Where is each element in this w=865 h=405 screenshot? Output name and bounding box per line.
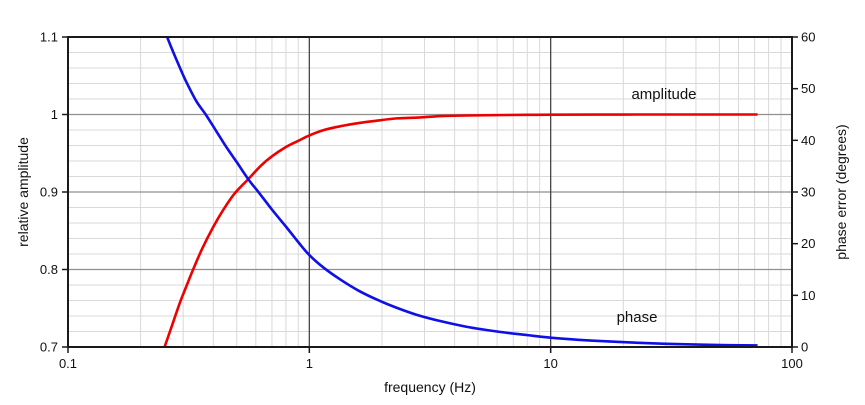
right-axis-title: phase error (degrees) [833,124,849,259]
x-tick-label: 0.1 [59,356,77,371]
axis-ticks [62,36,798,353]
phase-series-label: phase [617,309,658,326]
left-tick-label: 0.9 [40,185,58,200]
right-tick-label: 10 [801,288,815,303]
curves-group [163,37,758,347]
phase-curve [165,37,758,347]
right-tick-label: 30 [801,185,815,200]
amplitude-curve [163,113,758,347]
right-tick-label: 50 [801,81,815,96]
left-tick-label: 0.7 [40,340,58,355]
left-tick-label: 1 [51,107,58,122]
right-tick-label: 60 [801,30,815,45]
x-tick-label: 10 [543,356,557,371]
right-tick-label: 20 [801,236,815,251]
left-tick-label: 0.8 [40,262,58,277]
right-tick-label: 40 [801,133,815,148]
left-axis-title: relative amplitude [15,137,31,247]
right-tick-label: 0 [801,340,808,355]
x-tick-label: 100 [781,356,803,371]
x-axis-title: frequency (Hz) [384,379,476,395]
amplitude-series-label: amplitude [631,86,696,103]
x-tick-label: 1 [306,356,313,371]
axis-tick-labels: 0.7 0.8 0.9 1 1.1 0 10 20 30 40 50 60 0.1 1 10 100 [40,30,816,372]
left-tick-label: 1.1 [40,30,58,45]
